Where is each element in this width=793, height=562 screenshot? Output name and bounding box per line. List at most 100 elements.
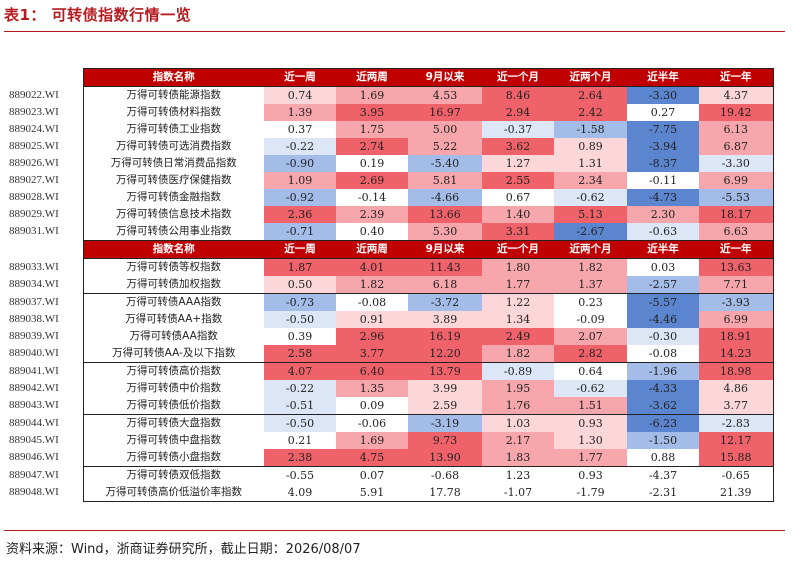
- return-value-cell: 0.74: [264, 86, 336, 104]
- header-blank-cell: [6, 68, 83, 87]
- index-code: 889043.WI: [9, 399, 59, 412]
- table-row: 889046.WI 万得可转债小盘指数 2.38 4.75 13.90 1.83 1.77 0…: [6, 449, 774, 467]
- return-value-cell: 15.88: [699, 449, 774, 467]
- return-value-cell: -2.57: [627, 276, 699, 294]
- column-header: 近一个月: [482, 240, 554, 259]
- header-row: 指数名称 近一周 近两周 9月以来 近一个月 近两个月 近半年 近一年: [6, 68, 774, 87]
- return-value-cell: 0.64: [554, 362, 627, 380]
- index-name: 万得可转债信息技术指数: [82, 206, 264, 223]
- table-row: 889034.WI 万得可转债加权指数 0.50 1.82 6.18 1.77 1.37 -2…: [6, 276, 774, 294]
- column-header: 近半年: [627, 240, 699, 259]
- return-value-cell: 3.31: [482, 223, 554, 241]
- table-row: 889043.WI 万得可转债低价指数 -0.51 0.09 2.59 1.76 1.51-…: [6, 397, 774, 415]
- return-value-cell: 12.20: [408, 345, 482, 363]
- return-value-cell: 1.82: [554, 258, 627, 276]
- return-value-cell: 18.91: [699, 328, 774, 345]
- return-value-cell: 0.91: [336, 311, 408, 328]
- return-value-cell: -5.57: [627, 293, 699, 311]
- index-name: 万得可转债小盘指数: [82, 449, 264, 467]
- return-value-cell: 21.39: [699, 484, 774, 502]
- source-note: 资料来源：Wind，浙商证券研究所，截止日期：2026/08/07: [6, 542, 361, 557]
- return-value-cell: 7.71: [699, 276, 774, 294]
- return-value-cell: -3.19: [408, 414, 482, 432]
- return-value-cell: 1.83: [482, 449, 554, 467]
- return-value-cell: -4.73: [627, 189, 699, 206]
- return-value-cell: 2.49: [482, 328, 554, 345]
- index-name: 万得可转债大盘指数: [82, 414, 264, 432]
- table-row: 889047.WI 万得可转债双低指数 -0.55 0.07 -0.68 1.23 0.93…: [6, 466, 774, 484]
- return-value-cell: 2.30: [627, 206, 699, 223]
- return-value-cell: 1.75: [336, 121, 408, 138]
- return-value-cell: 0.03: [627, 258, 699, 276]
- return-value-cell: 14.23: [699, 345, 774, 363]
- return-value-cell: 0.21: [264, 432, 336, 449]
- index-code: 889047.WI: [9, 468, 59, 481]
- table-row: 889039.WI 万得可转债AA指数 0.39 2.96 16.19 2.49 2.07-…: [6, 328, 774, 345]
- return-value-cell: -1.50: [627, 432, 699, 449]
- return-value-cell: 5.00: [408, 121, 482, 138]
- return-value-cell: 1.35: [336, 380, 408, 397]
- return-value-cell: 3.95: [336, 104, 408, 121]
- return-value-cell: 0.37: [264, 121, 336, 138]
- return-value-cell: 1.95: [482, 380, 554, 397]
- return-value-cell: 2.36: [264, 206, 336, 223]
- return-value-cell: -1.07: [482, 484, 554, 502]
- return-value-cell: -1.79: [554, 484, 627, 502]
- index-code: 889048.WI: [9, 486, 59, 499]
- return-value-cell: 6.63: [699, 223, 774, 241]
- table-row: 889038.WI 万得可转债AA+指数 -0.50 0.91 3.89 1.34 -0.0…: [6, 311, 774, 328]
- return-value-cell: 1.22: [482, 293, 554, 311]
- return-value-cell: 0.88: [627, 449, 699, 467]
- return-value-cell: -0.62: [554, 380, 627, 397]
- column-header: 近一年: [699, 68, 774, 87]
- index-code: 889046.WI: [9, 451, 59, 464]
- return-value-cell: -0.11: [627, 172, 699, 189]
- return-value-cell: 2.42: [554, 104, 627, 121]
- index-code: 889034.WI: [9, 278, 59, 291]
- return-value-cell: 1.51: [554, 397, 627, 415]
- return-value-cell: 4.09: [264, 484, 336, 502]
- return-value-cell: 4.86: [699, 380, 774, 397]
- header-blank-cell: [6, 240, 83, 259]
- column-header: 9月以来: [408, 68, 482, 87]
- return-value-cell: 2.82: [554, 345, 627, 363]
- return-value-cell: 4.07: [264, 362, 336, 380]
- return-value-cell: 0.93: [554, 466, 627, 484]
- return-value-cell: -0.63: [627, 223, 699, 241]
- return-value-cell: 6.87: [699, 138, 774, 155]
- table-row: 889031.WI 万得可转债公用事业指数 -0.71 0.40 5.30 3.31 -2.…: [6, 223, 774, 241]
- table-row: 889044.WI 万得可转债大盘指数 -0.50 -0.06 -3.19 1.03 0.9…: [6, 414, 774, 432]
- return-value-cell: -0.30: [627, 328, 699, 345]
- index-name: 万得可转债中价指数: [82, 380, 264, 397]
- return-value-cell: -0.06: [336, 414, 408, 432]
- index-name: 万得可转债中盘指数: [82, 432, 264, 449]
- return-value-cell: 1.82: [482, 345, 554, 363]
- return-value-cell: 1.82: [336, 276, 408, 294]
- index-name: 万得可转债低价指数: [82, 397, 264, 415]
- return-value-cell: -0.50: [264, 414, 336, 432]
- return-value-cell: 6.99: [699, 311, 774, 328]
- return-value-cell: 0.19: [336, 155, 408, 172]
- return-value-cell: 2.59: [408, 397, 482, 415]
- return-value-cell: 8.46: [482, 86, 554, 104]
- return-value-cell: 3.77: [336, 345, 408, 363]
- return-value-cell: 4.01: [336, 258, 408, 276]
- return-value-cell: 1.76: [482, 397, 554, 415]
- return-value-cell: 1.30: [554, 432, 627, 449]
- index-name: 万得可转债工业指数: [82, 121, 264, 138]
- return-value-cell: 0.39: [264, 328, 336, 345]
- return-value-cell: 11.43: [408, 258, 482, 276]
- return-value-cell: 0.09: [336, 397, 408, 415]
- return-value-cell: -7.75: [627, 121, 699, 138]
- return-value-cell: 4.75: [336, 449, 408, 467]
- return-value-cell: -0.68: [408, 466, 482, 484]
- return-value-cell: 3.62: [482, 138, 554, 155]
- index-code: 889040.WI: [9, 347, 59, 360]
- index-name: 万得可转债AA+指数: [82, 311, 264, 328]
- return-value-cell: 4.37: [699, 86, 774, 104]
- table-row: 889029.WI 万得可转债信息技术指数 2.36 2.39 13.66 1.40 5.1…: [6, 206, 774, 223]
- column-header: 指数名称: [82, 240, 264, 259]
- return-value-cell: -0.37: [482, 121, 554, 138]
- return-value-cell: 2.34: [554, 172, 627, 189]
- return-value-cell: -0.22: [264, 138, 336, 155]
